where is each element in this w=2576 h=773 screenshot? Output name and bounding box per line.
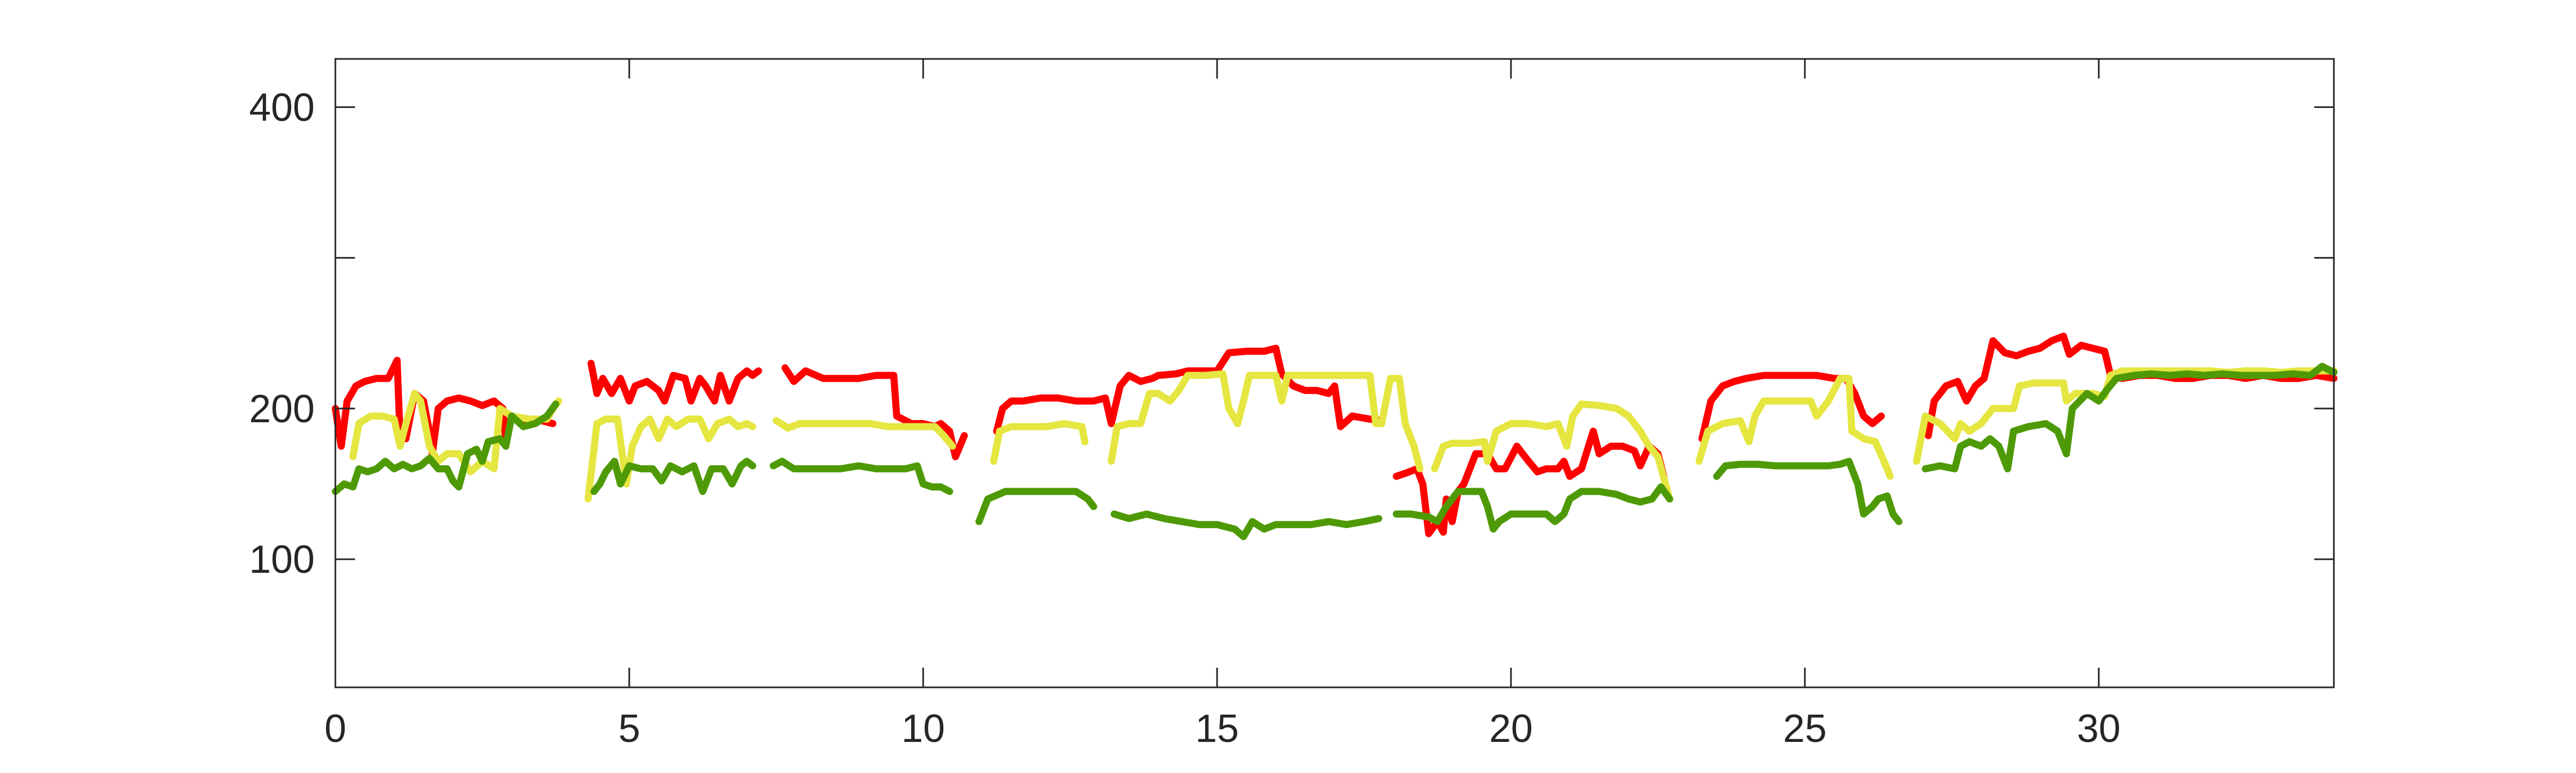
series-3-segment-1 xyxy=(332,400,559,495)
series-1-segment-2 xyxy=(587,359,762,405)
x-tick-labels: 0 5 10 15 20 25 30 xyxy=(324,707,2121,751)
series-3-segment-5 xyxy=(1110,510,1382,541)
x-tick-label: 5 xyxy=(618,707,640,751)
series-3-segment-4 xyxy=(975,488,1097,525)
series-2-segment-4 xyxy=(990,420,1088,465)
series-2-segment-7 xyxy=(1695,375,1894,480)
x-tick-label: 10 xyxy=(901,707,945,751)
series-1-segment-6 xyxy=(1698,371,1885,442)
y-tick-labels: 100 200 400 xyxy=(249,86,315,582)
series-1-segment-3 xyxy=(781,364,968,460)
y-tick-label: 100 xyxy=(249,538,315,582)
plot-area-border xyxy=(334,58,2335,688)
x-tick-label: 15 xyxy=(1195,707,1239,751)
x-tick-label: 25 xyxy=(1783,707,1827,751)
series-layer xyxy=(332,332,2338,541)
x-tick-label: 30 xyxy=(2077,707,2121,751)
y-tick-label: 400 xyxy=(249,86,315,129)
series-2-segment-1 xyxy=(349,390,563,476)
x-tick-label: 20 xyxy=(1489,707,1533,751)
series-3-segment-3 xyxy=(769,458,953,495)
series-3-segment-6 xyxy=(1393,483,1674,533)
series-3-segment-7 xyxy=(1713,458,1903,525)
series-2-segment-5 xyxy=(1108,370,1424,472)
series-3-segment-2 xyxy=(590,458,756,495)
y-tick-label: 200 xyxy=(249,387,315,431)
series-2-segment-6 xyxy=(1431,400,1674,503)
series-2-segment-3 xyxy=(773,417,956,450)
x-tick-label: 0 xyxy=(324,707,346,751)
series-2-segment-2 xyxy=(585,415,756,503)
series-1-segment-4 xyxy=(993,344,1386,435)
series-3-segment-8 xyxy=(1922,363,2338,472)
